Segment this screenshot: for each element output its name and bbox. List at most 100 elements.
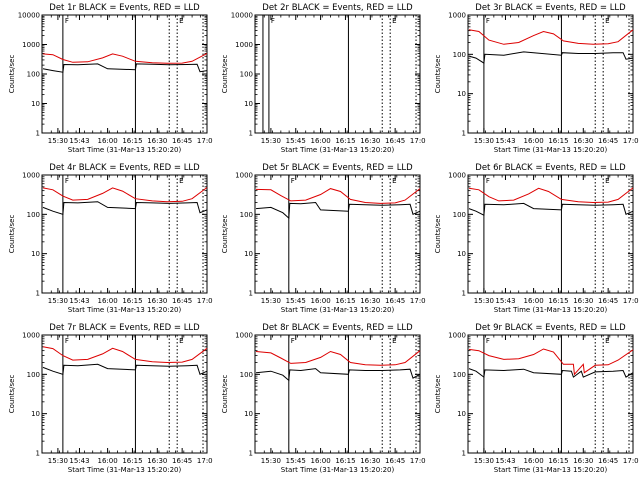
y-axis-label: Counts/sec bbox=[434, 375, 442, 414]
y-tick-label: 1000 bbox=[22, 172, 40, 180]
x-tick-label: 17:00 bbox=[623, 137, 639, 145]
y-tick-label: 1000 bbox=[22, 41, 40, 49]
x-tick-label: 16:45 bbox=[172, 297, 192, 305]
y-tick-label: 100 bbox=[240, 211, 253, 219]
x-tick-label: 16:30 bbox=[573, 297, 593, 305]
chart-title: Det 7r BLACK = Events, RED = LLD bbox=[49, 323, 200, 333]
detector-panel-9: Det 9r BLACK = Events, RED = LLD 1 10 100 10… bbox=[426, 320, 639, 480]
marker-label: E bbox=[179, 177, 183, 185]
series-line-events bbox=[468, 202, 634, 216]
marker-label: F bbox=[65, 177, 69, 185]
y-tick-label: 10 bbox=[31, 250, 40, 258]
y-axis-label: Counts/sec bbox=[221, 375, 229, 414]
marker-label: F bbox=[65, 17, 69, 25]
chart-svg: Det 9r BLACK = Events, RED = LLD 1 10 100 10… bbox=[434, 323, 639, 474]
y-axis-label: Counts/sec bbox=[8, 215, 16, 254]
series-line-events bbox=[255, 368, 421, 382]
series-line-lld bbox=[255, 188, 421, 204]
chart-svg: Det 1r BLACK = Events, RED = LLD 1 10 100 10… bbox=[8, 3, 213, 154]
x-tick-label: 15:30 bbox=[48, 297, 68, 305]
x-tick-label: 16:15 bbox=[122, 137, 142, 145]
x-tick-label: 16:00 bbox=[98, 137, 118, 145]
x-tick-label: 16:15 bbox=[548, 137, 568, 145]
x-tick-label: 16:30 bbox=[573, 137, 593, 145]
x-tick-label: 16:45 bbox=[598, 137, 618, 145]
x-tick-label: 16:00 bbox=[524, 297, 544, 305]
series-line-lld bbox=[468, 187, 634, 204]
detector-panel-5: Det 5r BLACK = Events, RED = LLD 1 10 100 10… bbox=[213, 160, 426, 320]
x-axis-label: Start Time (31-Mar-13 15:20:20) bbox=[281, 466, 395, 474]
x-tick-label: 16:15 bbox=[335, 457, 355, 465]
x-tick-label: 15:30 bbox=[261, 297, 281, 305]
y-tick-label: 10 bbox=[457, 250, 466, 258]
chart-title: Det 8r BLACK = Events, RED = LLD bbox=[262, 323, 413, 333]
y-tick-label: 1 bbox=[462, 450, 466, 458]
marker-label: E bbox=[392, 17, 396, 25]
y-tick-label: 10 bbox=[457, 90, 466, 98]
x-axis-label: Start Time (31-Mar-13 15:20:20) bbox=[281, 146, 395, 154]
marker-label: E bbox=[392, 337, 396, 345]
y-axis-label: Counts/sec bbox=[221, 215, 229, 254]
x-tick-label: 15:43 bbox=[495, 137, 515, 145]
x-tick-label: 16:45 bbox=[385, 297, 405, 305]
x-axis-label: Start Time (31-Mar-13 15:20:20) bbox=[68, 146, 182, 154]
chart-title: Det 6r BLACK = Events, RED = LLD bbox=[475, 163, 626, 173]
x-tick-label: 15:30 bbox=[261, 137, 281, 145]
y-tick-label: 100 bbox=[27, 71, 40, 79]
x-tick-label: 16:00 bbox=[311, 137, 331, 145]
x-tick-label: 16:45 bbox=[598, 297, 618, 305]
chart-svg: Det 8r BLACK = Events, RED = LLD 1 10 100 10… bbox=[221, 323, 426, 474]
y-tick-label: 10000 bbox=[231, 12, 253, 20]
x-tick-label: 16:15 bbox=[122, 457, 142, 465]
x-tick-label: 15:43 bbox=[69, 297, 89, 305]
y-tick-label: 10 bbox=[31, 410, 40, 418]
x-tick-label: 16:00 bbox=[98, 457, 118, 465]
marker-label: E bbox=[179, 17, 183, 25]
y-tick-label: 100 bbox=[240, 71, 253, 79]
x-tick-label: 16:15 bbox=[548, 297, 568, 305]
detector-panel-2: Det 2r BLACK = Events, RED = LLD 1 10 100 10… bbox=[213, 0, 426, 160]
x-tick-label: 16:15 bbox=[335, 297, 355, 305]
chart-svg: Det 7r BLACK = Events, RED = LLD 1 10 100 10… bbox=[8, 323, 213, 474]
marker-label: F bbox=[486, 17, 490, 25]
x-tick-label: 16:30 bbox=[360, 137, 380, 145]
x-tick-label: 15:43 bbox=[69, 457, 89, 465]
plot-frame bbox=[467, 334, 634, 454]
y-tick-label: 100 bbox=[453, 211, 466, 219]
plot-frame bbox=[254, 174, 421, 294]
series-line-lld bbox=[42, 346, 208, 364]
series-line-events bbox=[255, 201, 421, 220]
series-line-lld bbox=[255, 350, 421, 366]
y-tick-label: 10 bbox=[244, 250, 253, 258]
y-tick-label: 1000 bbox=[235, 172, 253, 180]
x-axis-label: Start Time (31-Mar-13 15:20:20) bbox=[494, 306, 608, 314]
plot-frame bbox=[467, 174, 634, 294]
x-tick-label: 16:30 bbox=[573, 457, 593, 465]
y-tick-label: 1 bbox=[462, 290, 466, 298]
y-tick-label: 1000 bbox=[448, 172, 466, 180]
x-axis-label: Start Time (31-Mar-13 15:20:20) bbox=[281, 306, 395, 314]
x-tick-label: 17:00 bbox=[410, 297, 426, 305]
y-tick-label: 1 bbox=[36, 450, 40, 458]
marker-label: E bbox=[392, 177, 396, 185]
x-tick-label: 17:00 bbox=[197, 137, 213, 145]
series-line-events bbox=[468, 51, 634, 64]
y-tick-label: 1 bbox=[462, 130, 466, 138]
y-axis-label: Counts/sec bbox=[434, 55, 442, 94]
x-tick-label: 16:45 bbox=[385, 457, 405, 465]
y-tick-label: 10 bbox=[457, 410, 466, 418]
x-axis-label: Start Time (31-Mar-13 15:20:20) bbox=[68, 466, 182, 474]
x-tick-label: 15:30 bbox=[48, 137, 68, 145]
x-tick-label: 15:43 bbox=[495, 297, 515, 305]
y-axis-label: Counts/sec bbox=[8, 55, 16, 94]
y-tick-label: 1 bbox=[36, 290, 40, 298]
chart-title: Det 5r BLACK = Events, RED = LLD bbox=[262, 163, 413, 173]
x-tick-label: 15:45 bbox=[286, 137, 306, 145]
x-tick-label: 15:45 bbox=[286, 457, 306, 465]
series-line-lld bbox=[42, 52, 208, 64]
plot-frame bbox=[467, 14, 634, 134]
marker-label: F bbox=[291, 337, 295, 345]
series-line-lld bbox=[468, 348, 634, 376]
x-tick-label: 17:00 bbox=[410, 457, 426, 465]
y-tick-label: 1000 bbox=[235, 41, 253, 49]
